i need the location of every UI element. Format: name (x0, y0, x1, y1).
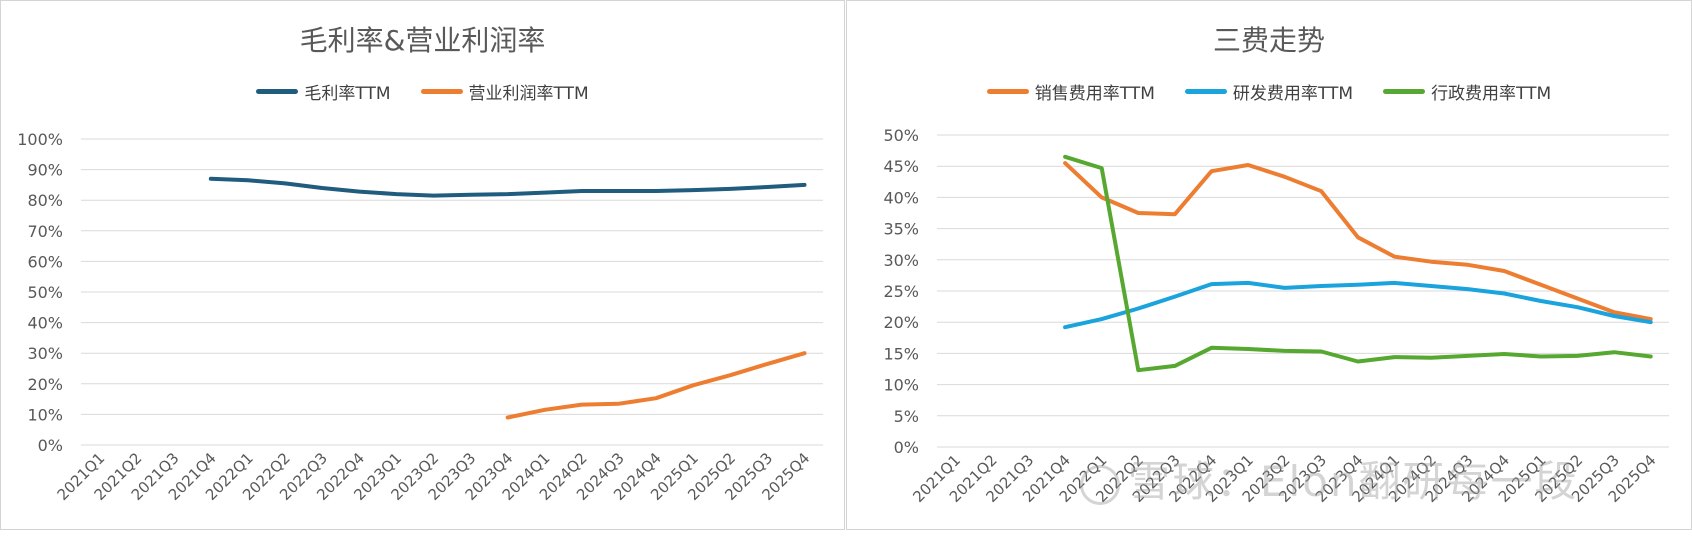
series-line (1063, 154, 1653, 373)
legend-label: 研发费用率TTM (1232, 84, 1354, 104)
legend-label: 行政费用率TTM (1431, 84, 1552, 104)
legend-item-operating-margin: 营业利润率TTM (420, 79, 589, 104)
margin-plot: 0%10%20%30%40%50%60%70%80%90%100%2021Q12… (17, 130, 823, 504)
y-tick-label: 35% (883, 220, 919, 239)
series-line (505, 351, 807, 420)
y-tick-label: 30% (883, 251, 919, 270)
legend-item-gross-margin: 毛利率TTM (256, 79, 391, 104)
y-tick-label: 15% (883, 344, 919, 363)
legend-swatch (420, 89, 463, 94)
y-tick-label: 20% (883, 313, 919, 332)
y-tick-label: 40% (883, 188, 919, 207)
legend: 销售费用率TTM 研发费用率TTM 行政费用率TTM (847, 79, 1691, 104)
legend: 毛利率TTM 营业利润率TTM (1, 79, 844, 104)
y-tick-label: 70% (27, 222, 63, 241)
y-tick-label: 10% (883, 376, 919, 395)
y-tick-label: 25% (883, 282, 919, 301)
y-tick-label: 90% (27, 161, 63, 180)
y-tick-label: 40% (27, 314, 63, 333)
margin-chart-panel: 毛利率&营业利润率 毛利率TTM 营业利润率TTM 0% 10% 20% 30% 40%… (0, 0, 845, 530)
legend-item-sales-expense: 销售费用率TTM (986, 79, 1155, 104)
legend-swatch (1383, 89, 1426, 94)
legend-label: 销售费用率TTM (1034, 84, 1155, 104)
expense-chart-panel: 三费走势 销售费用率TTM 研发费用率TTM 行政费用率TTM 0% 5% 10% 1… (846, 0, 1692, 530)
watermark-text: 雪球：Elon翻研每一段 (1128, 457, 1579, 506)
y-tick-label: 50% (883, 126, 919, 145)
series-line (1063, 161, 1653, 322)
series-line (1063, 280, 1653, 330)
legend-label: 营业利润率TTM (468, 84, 589, 104)
watermark: 雪球：Elon翻研每一段 (1080, 448, 1579, 509)
legend-swatch (986, 89, 1029, 94)
legend-swatch (1184, 89, 1227, 94)
y-tick-label: 5% (894, 407, 919, 426)
legend-swatch (256, 89, 299, 94)
series-line (208, 176, 807, 198)
y-tick-label: 50% (27, 283, 63, 302)
y-tick-label: 80% (27, 191, 63, 210)
legend-item-admin-expense: 行政费用率TTM (1383, 79, 1551, 104)
chart-title: 三费走势 (1212, 24, 1325, 57)
y-tick-label: 20% (27, 375, 63, 394)
y-tick-label: 45% (883, 157, 919, 176)
legend-label: 毛利率TTM (304, 84, 391, 104)
chart-title: 毛利率&营业利润率 (299, 24, 546, 57)
y-tick-label: 10% (27, 405, 63, 424)
legend-item-rd-expense: 研发费用率TTM (1184, 79, 1354, 104)
y-tick-label: 100% (17, 130, 63, 149)
expense-plot: 0%5%10%15%20%25%30%35%40%45%50%2021Q1202… (883, 126, 1669, 506)
snowball-logo-icon (1080, 464, 1120, 505)
y-tick-label: 30% (27, 344, 63, 363)
y-tick-label: 0% (38, 436, 63, 455)
y-tick-label: 60% (27, 252, 63, 271)
y-tick-label: 0% (894, 438, 919, 457)
